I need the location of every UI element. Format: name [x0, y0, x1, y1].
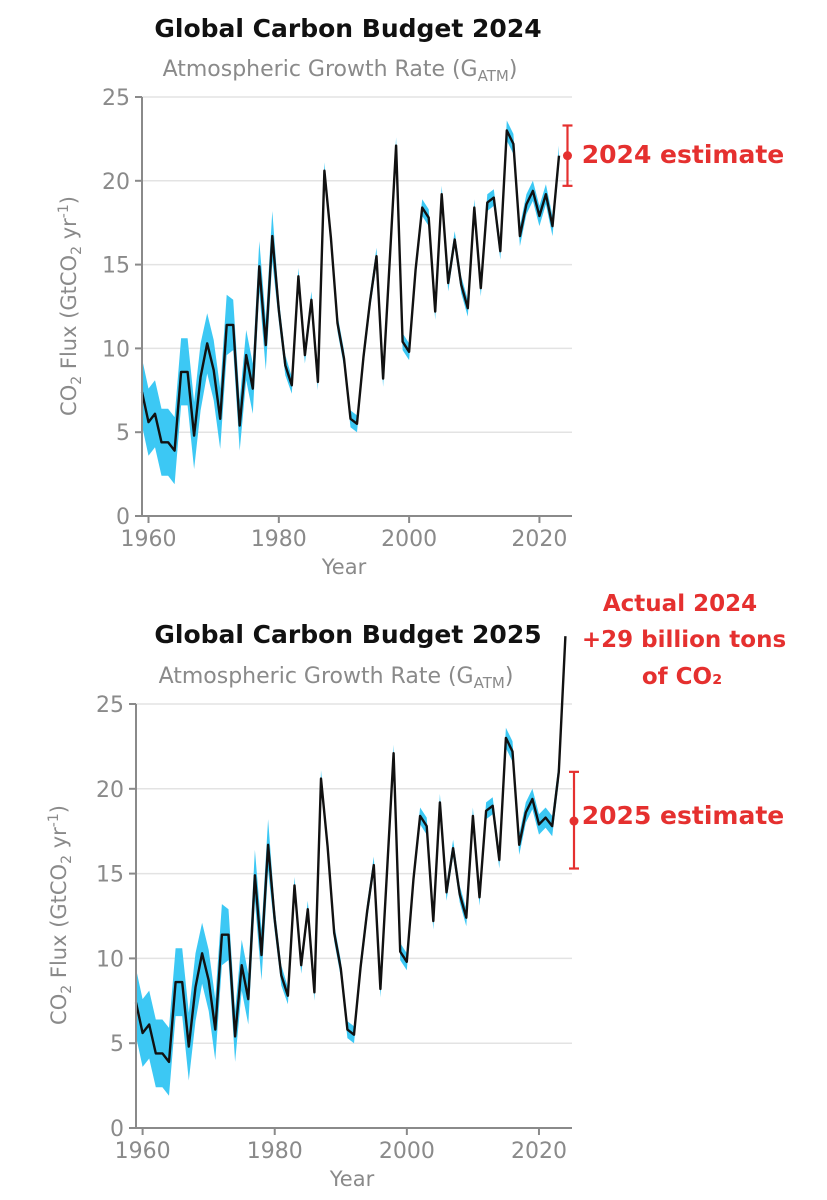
growth-rate-line [134, 636, 567, 1064]
chart-subtitle: Atmospheric Growth Rate (GATM) [159, 664, 514, 692]
uncertainty-band-area [136, 727, 559, 1096]
chart-title: Global Carbon Budget 2024 [154, 14, 541, 43]
x-axis-label: Year [329, 1167, 375, 1191]
actual-2024-annotation-line-2: +29 billion tons [582, 627, 786, 653]
series-line [134, 636, 567, 1064]
estimate-label: 2025 estimate [582, 801, 784, 830]
y-tick-label-0: 0 [116, 505, 130, 530]
chart-title: Global Carbon Budget 2025 [154, 620, 541, 649]
estimate-point [569, 816, 579, 826]
y-tick-label-25: 25 [96, 693, 124, 718]
grid-lines [136, 703, 572, 1044]
y-tick-label-10: 10 [102, 337, 130, 362]
x-tick-label-1980: 1980 [251, 527, 307, 552]
series-line [140, 129, 561, 452]
uncertainty-band-area [142, 120, 559, 485]
x-tick-label-2000: 2000 [381, 527, 437, 552]
y-tick-label-20: 20 [102, 170, 130, 195]
estimate-point [562, 151, 572, 161]
x-tick-label-1960: 1960 [115, 1139, 171, 1164]
tick-labels: 0 5 10 15 20 25 1960 1980 2000 2020 [96, 693, 567, 1164]
estimate-marker [569, 770, 579, 870]
axes [135, 96, 572, 523]
y-tick-label-5: 5 [116, 421, 130, 446]
y-tick-label-20: 20 [96, 778, 124, 803]
x-tick-label-1960: 1960 [121, 527, 177, 552]
x-tick-label-2020: 2020 [511, 1139, 567, 1164]
x-tick-label-2020: 2020 [511, 527, 567, 552]
estimate-label: 2024 estimate [582, 140, 784, 169]
axes [129, 703, 572, 1135]
uncertainty-band [142, 120, 559, 485]
actual-2024-annotation-line-1: Actual 2024 [603, 591, 757, 617]
y-tick-label-25: 25 [102, 86, 130, 111]
y-tick-label-0: 0 [110, 1117, 124, 1142]
actual-2024-annotation-line-3: of CO₂ [642, 664, 722, 690]
y-tick-label-15: 15 [96, 863, 124, 888]
x-tick-label-1980: 1980 [247, 1139, 303, 1164]
chart-subtitle: Atmospheric Growth Rate (GATM) [163, 57, 518, 85]
y-tick-label-10: 10 [96, 947, 124, 972]
chart-2024: Global Carbon Budget 2024 Atmospheric Gr… [56, 14, 784, 579]
tick-labels: 0 5 10 15 20 25 1960 1980 2000 2020 [102, 86, 567, 552]
y-axis-label: CO2 Flux (GtCO2 yr-1) [56, 196, 85, 416]
x-axis-label: Year [321, 555, 367, 579]
y-tick-label-15: 15 [102, 254, 130, 279]
x-tick-label-2000: 2000 [379, 1139, 435, 1164]
estimate-marker [562, 124, 573, 187]
growth-rate-line [140, 129, 561, 452]
chart-2025: Global Carbon Budget 2025 Atmospheric Gr… [46, 591, 786, 1191]
y-tick-label-5: 5 [110, 1032, 124, 1057]
grid-lines [142, 96, 572, 433]
uncertainty-band [136, 727, 559, 1096]
y-axis-label: CO2 Flux (GtCO2 yr-1) [46, 805, 75, 1025]
